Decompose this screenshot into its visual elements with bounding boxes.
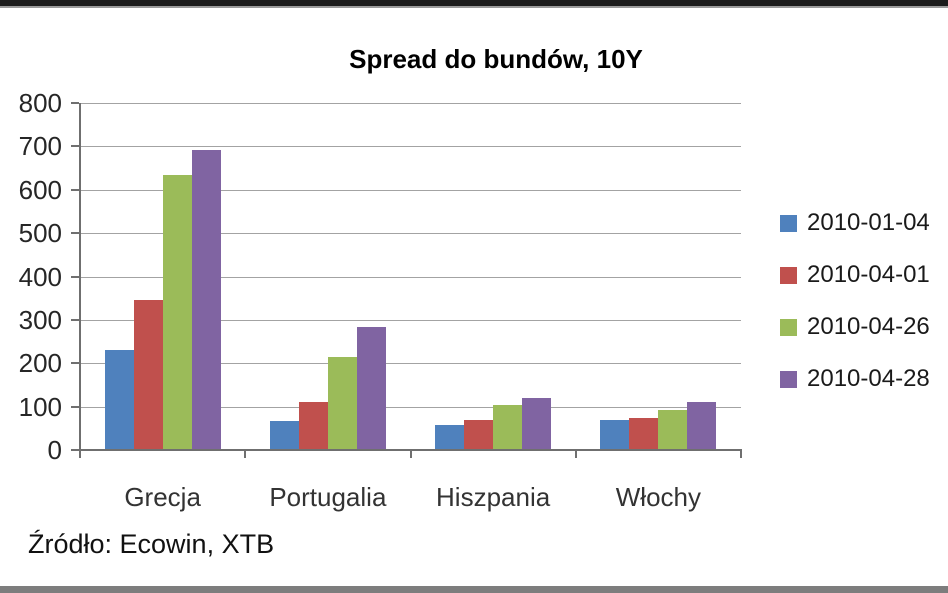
y-axis-label-200: 200	[18, 348, 62, 378]
chart-legend: 2010-01-04 2010-04-01 2010-04-26 2010-04-28	[780, 197, 930, 405]
y-axis-tick-400	[71, 276, 79, 278]
y-axis-label-600: 600	[18, 175, 62, 205]
bar-portugalia-2010-04-26	[327, 357, 357, 450]
y-axis-line	[79, 103, 81, 451]
y-axis-label-300: 300	[18, 305, 62, 335]
x-axis-tick-1	[244, 451, 246, 458]
bar-grecja-2010-04-01	[133, 300, 163, 450]
legend-swatch-2010-01-04	[780, 214, 797, 232]
x-axis-tick-2	[410, 451, 412, 458]
x-axis-label-grecja: Grecja	[124, 482, 201, 512]
legend-item-2010-04-28: 2010-04-28	[780, 353, 930, 405]
y-axis-tick-200	[71, 362, 79, 364]
bottom-border-bar	[0, 586, 948, 593]
gridline-800	[80, 103, 741, 104]
bar-hiszpania-2010-04-28	[522, 398, 552, 450]
x-axis-line	[79, 449, 742, 451]
y-axis-tick-0	[71, 449, 79, 451]
legend-item-2010-04-01: 2010-04-01	[780, 249, 930, 301]
bar-portugalia-2010-04-28	[356, 327, 386, 450]
bar-grecja-2010-04-26	[162, 175, 192, 450]
bar-group-portugalia	[245, 103, 410, 450]
y-axis-tick-800	[71, 102, 79, 104]
bar-group-grecja	[80, 103, 245, 450]
y-axis-label-400: 400	[18, 262, 62, 292]
x-axis-label-włochy: Włochy	[615, 482, 701, 512]
y-axis-label-500: 500	[18, 218, 62, 248]
top-border-bar	[0, 0, 948, 8]
gridline-500	[80, 233, 741, 234]
legend-item-2010-01-04: 2010-01-04	[780, 197, 930, 249]
bar-portugalia-2010-01-04	[269, 421, 299, 450]
legend-swatch-2010-04-26	[780, 318, 797, 336]
bar-grecja-2010-01-04	[104, 350, 134, 450]
plot-area	[80, 103, 741, 450]
y-axis-label-0: 0	[47, 435, 62, 465]
y-axis-tick-600	[71, 189, 79, 191]
x-axis-label-hiszpania: Hiszpania	[436, 482, 551, 512]
legend-item-2010-04-26: 2010-04-26	[780, 301, 930, 353]
bar-włochy-2010-04-28	[687, 402, 717, 450]
bar-grecja-2010-04-28	[191, 150, 221, 450]
bar-włochy-2010-01-04	[600, 420, 630, 450]
bar-group-hiszpania	[411, 103, 576, 450]
y-axis-tick-500	[71, 232, 79, 234]
bar-hiszpania-2010-01-04	[435, 425, 465, 450]
gridline-600	[80, 190, 741, 191]
y-axis-tick-300	[71, 319, 79, 321]
y-axis-label-700: 700	[18, 131, 62, 161]
bar-włochy-2010-04-26	[658, 410, 688, 450]
legend-label-2010-04-26: 2010-04-26	[807, 313, 930, 340]
y-axis-label-800: 800	[18, 88, 62, 118]
x-axis-tick-4	[740, 451, 742, 458]
legend-label-2010-04-28: 2010-04-28	[807, 365, 930, 392]
x-axis-tick-0	[79, 451, 81, 458]
top-border-dark-line	[0, 0, 948, 6]
top-border-gray-line	[0, 6, 948, 8]
gridline-300	[80, 320, 741, 321]
bar-portugalia-2010-04-01	[298, 402, 328, 450]
legend-label-2010-01-04: 2010-01-04	[807, 209, 930, 236]
gridline-400	[80, 277, 741, 278]
gridline-700	[80, 146, 741, 147]
legend-swatch-2010-04-28	[780, 370, 797, 388]
bar-group-włochy	[576, 103, 741, 450]
bar-hiszpania-2010-04-26	[493, 405, 523, 450]
y-axis-tick-700	[71, 145, 79, 147]
x-axis-label-portugalia: Portugalia	[269, 482, 387, 512]
y-axis-tick-100	[71, 406, 79, 408]
bar-hiszpania-2010-04-01	[464, 420, 494, 450]
legend-label-2010-04-01: 2010-04-01	[807, 261, 930, 288]
gridline-200	[80, 363, 741, 364]
bar-włochy-2010-04-01	[629, 418, 659, 450]
chart-title: Spread do bundów, 10Y	[349, 44, 643, 74]
y-axis-label-100: 100	[18, 392, 62, 422]
gridline-100	[80, 407, 741, 408]
source-note: Źródło: Ecowin, XTB	[28, 529, 275, 559]
x-axis-tick-3	[575, 451, 577, 458]
legend-swatch-2010-04-01	[780, 266, 797, 284]
